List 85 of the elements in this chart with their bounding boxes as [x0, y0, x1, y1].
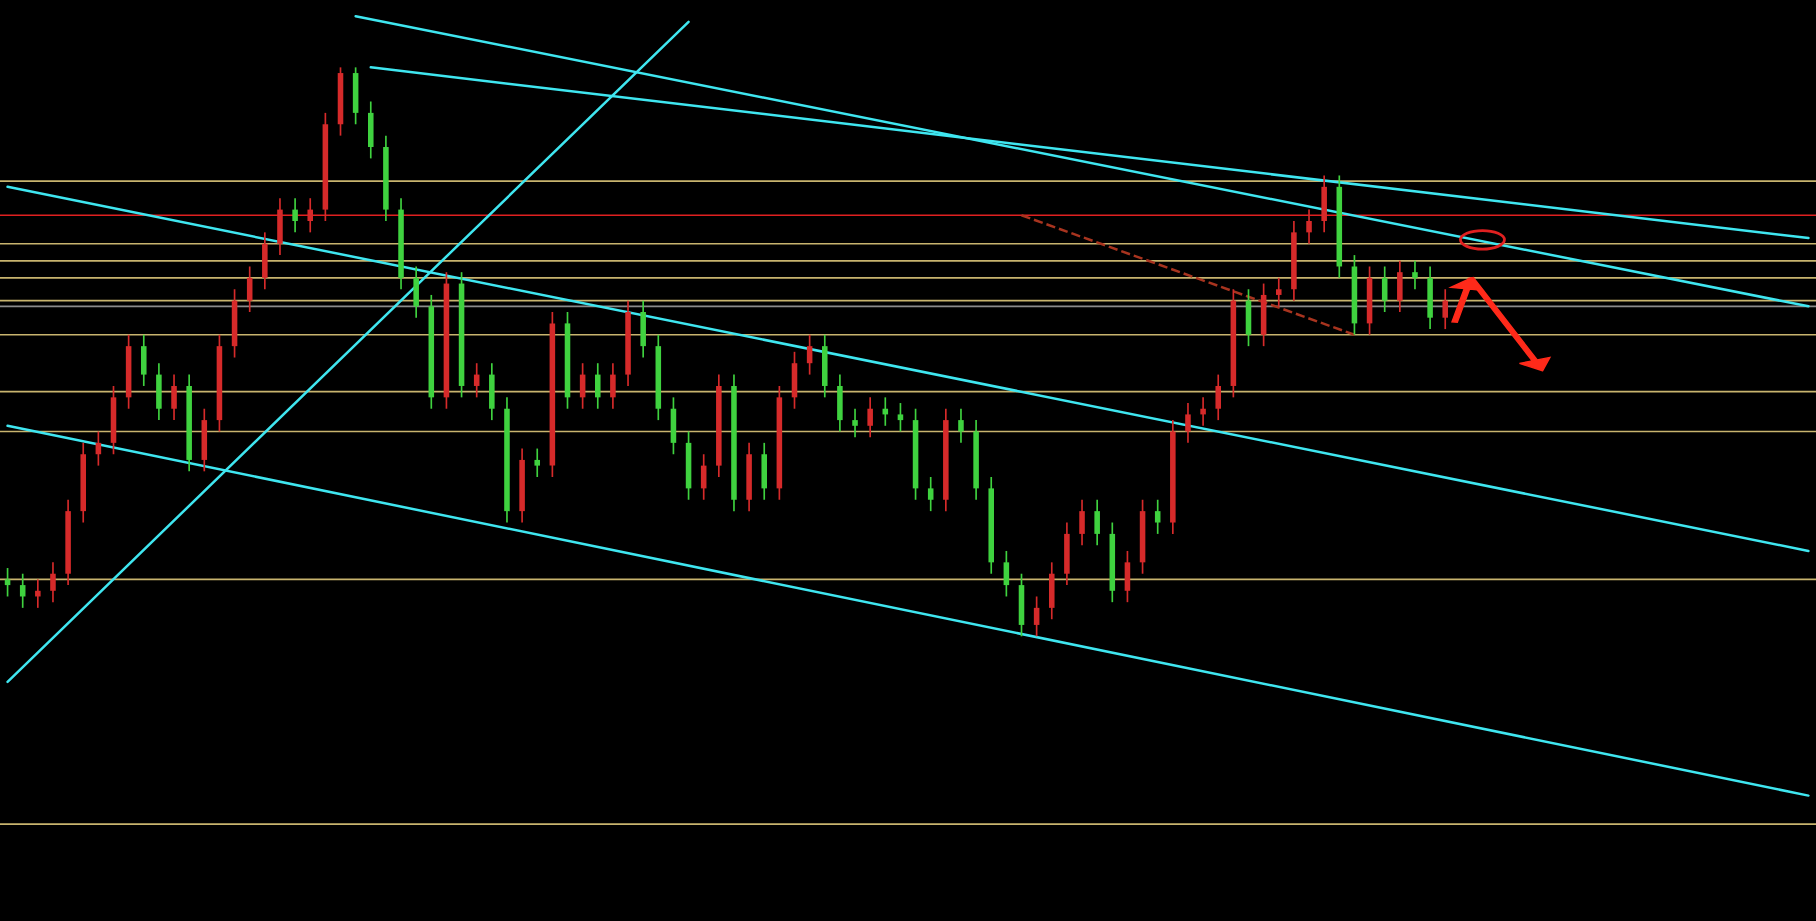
- candlestick: [1366, 265, 1373, 336]
- candlestick: [186, 373, 192, 473]
- candlestick: [489, 362, 495, 421]
- candlestick: [791, 350, 798, 410]
- candlestick: [761, 442, 768, 501]
- candlestick: [927, 476, 934, 512]
- candlestick: [110, 385, 117, 456]
- candlestick: [231, 288, 238, 359]
- candlestick: [564, 311, 571, 410]
- candlestick: [1003, 550, 1010, 598]
- candlestick: [1260, 282, 1267, 347]
- candlestick: [731, 373, 737, 512]
- candlestick: [897, 402, 904, 433]
- candlestick: [1442, 288, 1449, 330]
- candlestick: [65, 498, 71, 586]
- candlestick: [4, 567, 11, 598]
- candlestick: [504, 396, 510, 524]
- candlestick: [837, 373, 843, 433]
- candlestick: [1230, 288, 1237, 399]
- candlestick: [262, 231, 268, 291]
- candlestick: [1094, 498, 1100, 547]
- candlestick: [1397, 259, 1403, 313]
- candlestick: [594, 362, 601, 410]
- candlestick: [292, 197, 298, 234]
- candlestick: [398, 197, 404, 291]
- candlestick: [1079, 498, 1085, 547]
- candlestick: [458, 271, 465, 399]
- candlestick: [1170, 419, 1176, 535]
- candlestick: [1381, 265, 1388, 313]
- candlestick: [1154, 498, 1161, 535]
- candlestick: [943, 407, 949, 512]
- candlestick: [1139, 498, 1146, 575]
- candlestick: [519, 447, 525, 524]
- candlestick: [973, 419, 979, 501]
- candlestick: [549, 311, 556, 478]
- candlestick: [1018, 572, 1025, 638]
- candlestick: [1215, 373, 1222, 421]
- candlestick: [1109, 521, 1116, 604]
- candlestick: [670, 396, 677, 456]
- candlestick: [716, 373, 722, 478]
- candlestick: [50, 561, 56, 604]
- candlestick: [625, 299, 631, 387]
- candlestick: [700, 453, 707, 501]
- candlestick: [867, 396, 873, 439]
- candlestick: [1124, 550, 1131, 604]
- candlestick: [988, 476, 995, 575]
- candlestick: [201, 407, 208, 473]
- candlestick: [912, 407, 919, 501]
- candlestick: [746, 442, 752, 512]
- candlestick: [1336, 174, 1343, 279]
- candlestick: [171, 373, 177, 421]
- candlestick: [1427, 265, 1433, 330]
- candlestick: [534, 447, 541, 478]
- candlestick: [1275, 277, 1282, 308]
- candlestick: [1412, 259, 1418, 291]
- candlestick: [156, 362, 162, 421]
- candlestick: [428, 294, 435, 410]
- candlestick: [1200, 396, 1206, 427]
- candlestick: [383, 134, 389, 222]
- candlestick: [655, 333, 662, 421]
- candlestick: [80, 442, 87, 524]
- candlestick: [1185, 402, 1191, 444]
- candlestick: [125, 333, 132, 410]
- candlestick: [852, 407, 858, 439]
- candlestick: [685, 430, 692, 501]
- candlestick: [958, 407, 964, 444]
- candlestick: [776, 385, 783, 501]
- candlestick: [579, 362, 586, 410]
- candlestick: [337, 66, 344, 137]
- candlestick: [443, 271, 450, 410]
- candlestick: [1291, 220, 1297, 302]
- candlestick: [640, 299, 646, 359]
- candlestick: [367, 100, 374, 160]
- candlestick: [1048, 561, 1055, 621]
- candlestick: [140, 333, 147, 387]
- candlestick: [1064, 521, 1070, 586]
- candlestick: [1351, 254, 1358, 336]
- candlestick: [216, 333, 223, 433]
- candlestick: [352, 66, 359, 126]
- candlestick: [610, 362, 616, 410]
- candlestick: [821, 333, 828, 399]
- candlestick: [35, 578, 41, 609]
- candlestick: [246, 265, 253, 313]
- candlestick: [1245, 288, 1252, 347]
- candlestick: [413, 265, 419, 319]
